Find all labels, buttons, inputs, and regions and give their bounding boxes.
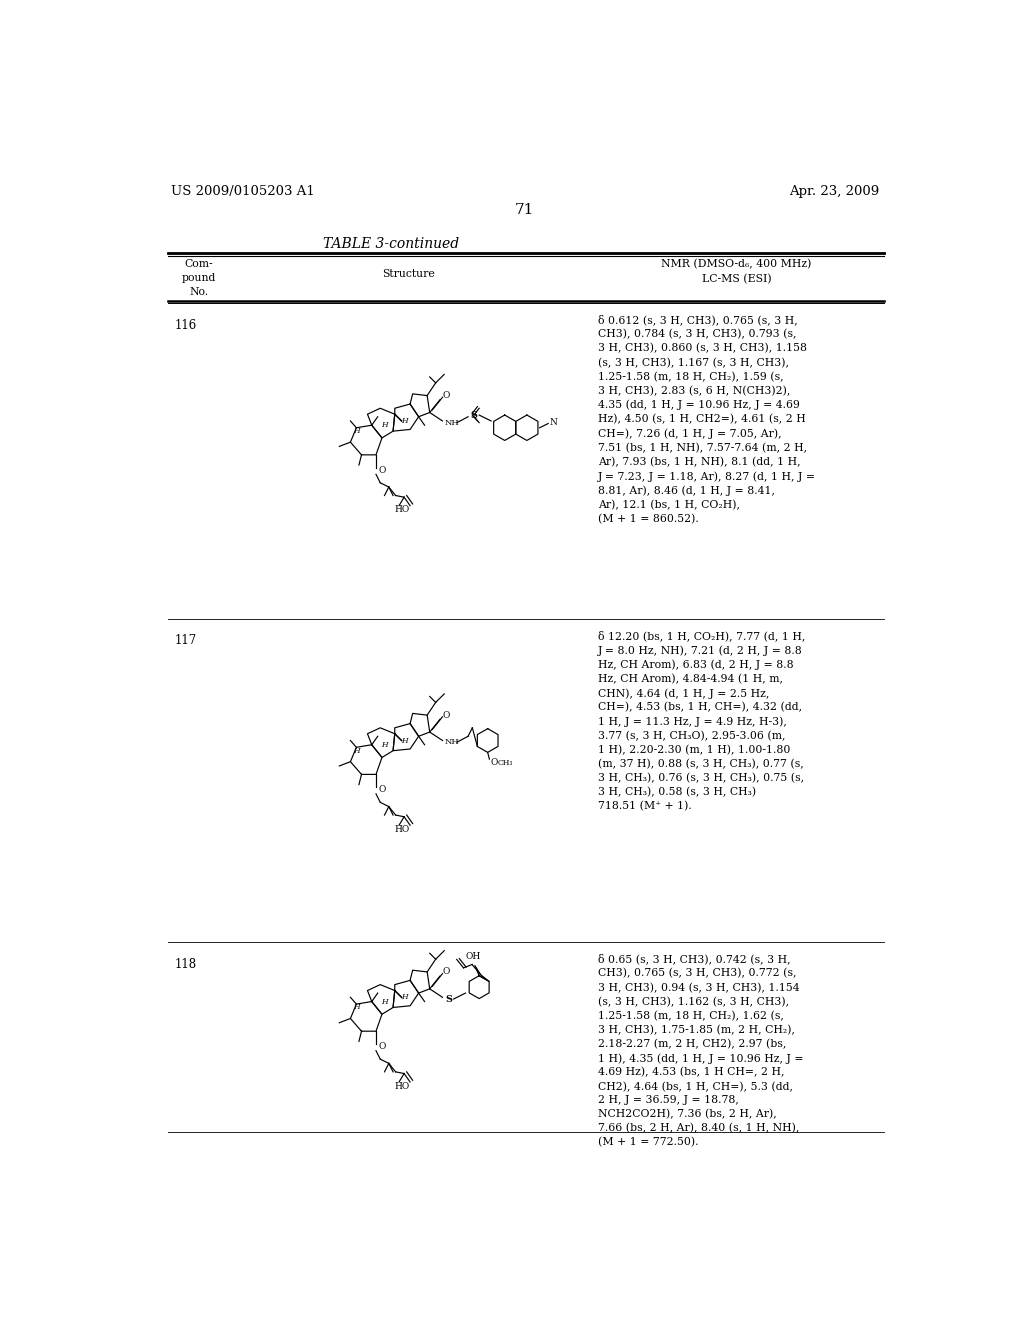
- Text: H: H: [353, 1003, 359, 1011]
- Text: 117: 117: [174, 635, 197, 647]
- Text: H: H: [381, 998, 388, 1006]
- Text: US 2009/0105203 A1: US 2009/0105203 A1: [171, 185, 314, 198]
- Text: TABLE 3-continued: TABLE 3-continued: [324, 238, 460, 251]
- Text: H: H: [381, 421, 388, 429]
- Text: Structure: Structure: [383, 268, 435, 279]
- Text: HO: HO: [395, 1082, 410, 1090]
- Text: Com-
pound
No.: Com- pound No.: [181, 259, 216, 297]
- Text: δ 0.65 (s, 3 H, CH3), 0.742 (s, 3 H,
CH3), 0.765 (s, 3 H, CH3), 0.772 (s,
3 H, C: δ 0.65 (s, 3 H, CH3), 0.742 (s, 3 H, CH3…: [598, 954, 804, 1147]
- Text: O: O: [379, 466, 386, 475]
- Text: H: H: [400, 994, 408, 1002]
- Text: HO: HO: [395, 825, 410, 834]
- Text: H: H: [400, 417, 408, 425]
- Text: δ 0.612 (s, 3 H, CH3), 0.765 (s, 3 H,
CH3), 0.784 (s, 3 H, CH3), 0.793 (s,
3 H, : δ 0.612 (s, 3 H, CH3), 0.765 (s, 3 H, CH…: [598, 314, 816, 524]
- Text: 118: 118: [174, 958, 197, 970]
- Text: NH: NH: [445, 738, 460, 746]
- Text: H: H: [353, 747, 359, 755]
- Text: O: O: [442, 968, 450, 977]
- Text: N: N: [549, 418, 557, 428]
- Text: O: O: [379, 785, 386, 795]
- Text: O: O: [379, 1041, 386, 1051]
- Text: O: O: [490, 758, 498, 767]
- Text: δ 12.20 (bs, 1 H, CO₂H), 7.77 (d, 1 H,
J = 8.0 Hz, NH), 7.21 (d, 2 H, J = 8.8
Hz: δ 12.20 (bs, 1 H, CO₂H), 7.77 (d, 1 H, J…: [598, 631, 806, 812]
- Text: H: H: [400, 737, 408, 744]
- Text: S: S: [445, 994, 452, 1003]
- Text: HO: HO: [395, 506, 410, 515]
- Text: Apr. 23, 2009: Apr. 23, 2009: [790, 185, 880, 198]
- Text: H: H: [353, 428, 359, 436]
- Text: 116: 116: [174, 318, 197, 331]
- Text: O: O: [442, 710, 450, 719]
- Text: NMR (DMSO-d₆, 400 MHz)
LC-MS (ESI): NMR (DMSO-d₆, 400 MHz) LC-MS (ESI): [662, 259, 812, 284]
- Text: H: H: [381, 741, 388, 748]
- Text: NH: NH: [445, 418, 460, 426]
- Text: O: O: [442, 391, 450, 400]
- Text: 71: 71: [515, 203, 535, 216]
- Text: OH: OH: [465, 952, 480, 961]
- Text: S: S: [471, 411, 477, 420]
- Text: CH₃: CH₃: [498, 759, 513, 767]
